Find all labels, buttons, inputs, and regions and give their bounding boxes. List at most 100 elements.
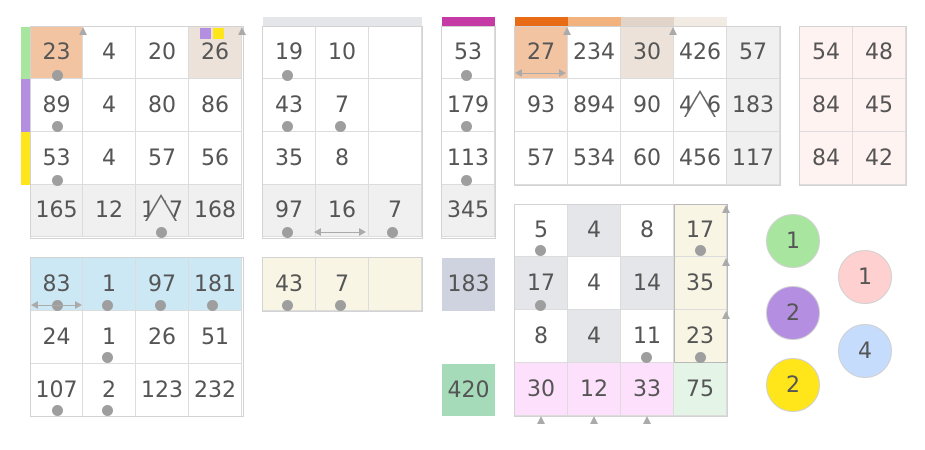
cell-f-2-1[interactable]: 2 xyxy=(83,364,136,417)
token-green[interactable]: 1 xyxy=(766,214,820,268)
token-pink[interactable]: 1 xyxy=(838,250,892,304)
cell-f-0-1[interactable]: 1 xyxy=(83,258,136,311)
cell-a-2-3[interactable]: 56 xyxy=(189,132,242,185)
token-blue[interactable]: 4 xyxy=(838,324,892,378)
cell-e-2-0[interactable]: 84 xyxy=(800,132,853,185)
cell-b-2-2[interactable] xyxy=(369,132,422,185)
token-purple[interactable]: 2 xyxy=(766,286,820,340)
cell-j-0-1[interactable]: 4 xyxy=(568,205,621,257)
cell-a-3-0[interactable]: 165 xyxy=(31,185,83,237)
cell-b-0-0[interactable]: 19 xyxy=(263,27,316,79)
cell-d-2-4[interactable]: 117 xyxy=(727,132,780,185)
cell-e-0-0[interactable]: 54 xyxy=(800,27,853,79)
puzzle-grid-b: 19 10 43 7 35 8 97 16 7 xyxy=(263,27,422,237)
cell-f-2-0[interactable]: 107 xyxy=(31,364,83,417)
cell-b-3-0[interactable]: 97 xyxy=(263,185,316,237)
cell-e-0-1[interactable]: 48 xyxy=(853,27,906,79)
cell-b-1-1[interactable]: 7 xyxy=(316,79,369,132)
cell-b-0-2[interactable] xyxy=(369,27,422,79)
cell-j-3-2[interactable]: 33 xyxy=(621,363,674,416)
cell-d-0-1[interactable]: 234 xyxy=(568,27,621,79)
cell-c-1[interactable]: 179 xyxy=(442,79,495,132)
cell-h[interactable]: 183 xyxy=(442,258,495,311)
cell-j-0-3[interactable]: 17 xyxy=(674,205,727,257)
cell-e-2-1[interactable]: 42 xyxy=(853,132,906,185)
cell-j-1-0[interactable]: 17 xyxy=(515,257,568,310)
cell-d-0-2[interactable]: 30 xyxy=(621,27,674,79)
cell-d-0-4[interactable]: 57 xyxy=(727,27,780,79)
cell-f-2-3[interactable]: 232 xyxy=(189,364,242,417)
cell-d-2-3[interactable]: 456 xyxy=(674,132,727,185)
cell-f-0-3[interactable]: 181 xyxy=(189,258,242,311)
cell-i[interactable]: 420 xyxy=(442,364,495,416)
cell-d-1-0[interactable]: 93 xyxy=(515,79,568,132)
cell-a-2-2[interactable]: 57 xyxy=(136,132,189,185)
cell-j-2-2[interactable]: 11 xyxy=(621,310,674,363)
cell-b-2-0[interactable]: 35 xyxy=(263,132,316,185)
cell-f-1-0[interactable]: 24 xyxy=(31,311,83,364)
cell-a-1-3[interactable]: 86 xyxy=(189,79,242,132)
cell-b-2-1[interactable]: 8 xyxy=(316,132,369,185)
cell-g-1[interactable]: 7 xyxy=(316,258,369,311)
cell-a-0-2[interactable]: 20 xyxy=(136,27,189,79)
puzzle-grid-d: 27 234 30 426 57 93 894 90 486 183 57 53… xyxy=(515,27,780,185)
cell-d-1-1[interactable]: 894 xyxy=(568,79,621,132)
cell-f-2-2[interactable]: 123 xyxy=(136,364,189,417)
row-color-marker-purple xyxy=(21,79,30,132)
color-hint-purple-icon xyxy=(200,28,211,39)
cell-c-3[interactable]: 345 xyxy=(442,185,495,237)
cell-d-2-1[interactable]: 534 xyxy=(568,132,621,185)
puzzle-grid-c: 53 179 113 345 xyxy=(442,27,495,237)
cell-f-1-3[interactable]: 51 xyxy=(189,311,242,364)
cell-e-1-0[interactable]: 84 xyxy=(800,79,853,132)
cell-j-3-3[interactable]: 75 xyxy=(674,363,727,416)
cell-d-2-2[interactable]: 60 xyxy=(621,132,674,185)
header-bar-magenta xyxy=(442,17,495,26)
cell-a-1-0[interactable]: 89 xyxy=(31,79,83,132)
arrow-up-icon xyxy=(590,416,598,424)
cell-b-3-2[interactable]: 7 xyxy=(369,185,422,237)
cell-j-1-2[interactable]: 14 xyxy=(621,257,674,310)
cell-f-1-1[interactable]: 1 xyxy=(83,311,136,364)
cell-d-1-4[interactable]: 183 xyxy=(727,79,780,132)
arrow-right-icon xyxy=(559,69,566,77)
cell-j-2-3[interactable]: 23 xyxy=(674,310,727,363)
cell-a-3-3[interactable]: 168 xyxy=(189,185,242,237)
cell-b-1-0[interactable]: 43 xyxy=(263,79,316,132)
cell-a-2-0[interactable]: 53 xyxy=(31,132,83,185)
cell-c-0[interactable]: 53 xyxy=(442,27,495,79)
cell-j-2-0[interactable]: 8 xyxy=(515,310,568,363)
cell-b-1-2[interactable] xyxy=(369,79,422,132)
cell-a-3-1[interactable]: 12 xyxy=(83,185,136,237)
cell-a-1-2[interactable]: 80 xyxy=(136,79,189,132)
cell-b-0-1[interactable]: 10 xyxy=(316,27,369,79)
cell-j-0-0[interactable]: 5 xyxy=(515,205,568,257)
cell-j-3-0[interactable]: 30 xyxy=(515,363,568,416)
cell-c-2[interactable]: 113 xyxy=(442,132,495,185)
puzzle-grid-j: 5 4 8 17 17 4 14 35 8 4 11 23 30 12 33 7… xyxy=(515,205,727,416)
cell-f-1-2[interactable]: 26 xyxy=(136,311,189,364)
cell-g-2[interactable] xyxy=(369,258,422,311)
cell-j-0-2[interactable]: 8 xyxy=(621,205,674,257)
cell-d-0-3[interactable]: 426 xyxy=(674,27,727,79)
cell-d-2-0[interactable]: 57 xyxy=(515,132,568,185)
cell-a-0-0[interactable]: 23 xyxy=(31,27,83,79)
cell-f-0-2[interactable]: 97 xyxy=(136,258,189,311)
cell-j-2-1[interactable]: 4 xyxy=(568,310,621,363)
cell-a-3-2[interactable]: 157 xyxy=(136,185,189,237)
arrow-right-icon xyxy=(75,301,82,309)
cell-g-0[interactable]: 43 xyxy=(263,258,316,311)
cell-d-1-2[interactable]: 90 xyxy=(621,79,674,132)
header-bar-beige xyxy=(674,17,727,26)
token-yellow[interactable]: 2 xyxy=(766,358,820,412)
cell-j-3-1[interactable]: 12 xyxy=(568,363,621,416)
cell-j-1-1[interactable]: 4 xyxy=(568,257,621,310)
cell-a-1-1[interactable]: 4 xyxy=(83,79,136,132)
cell-a-0-1[interactable]: 4 xyxy=(83,27,136,79)
cell-j-1-3[interactable]: 35 xyxy=(674,257,727,310)
cell-a-2-1[interactable]: 4 xyxy=(83,132,136,185)
header-bar-peach xyxy=(568,17,621,26)
puzzle-grid-g: 43 7 xyxy=(263,258,422,311)
cell-d-1-3[interactable]: 486 xyxy=(674,79,727,132)
cell-e-1-1[interactable]: 45 xyxy=(853,79,906,132)
